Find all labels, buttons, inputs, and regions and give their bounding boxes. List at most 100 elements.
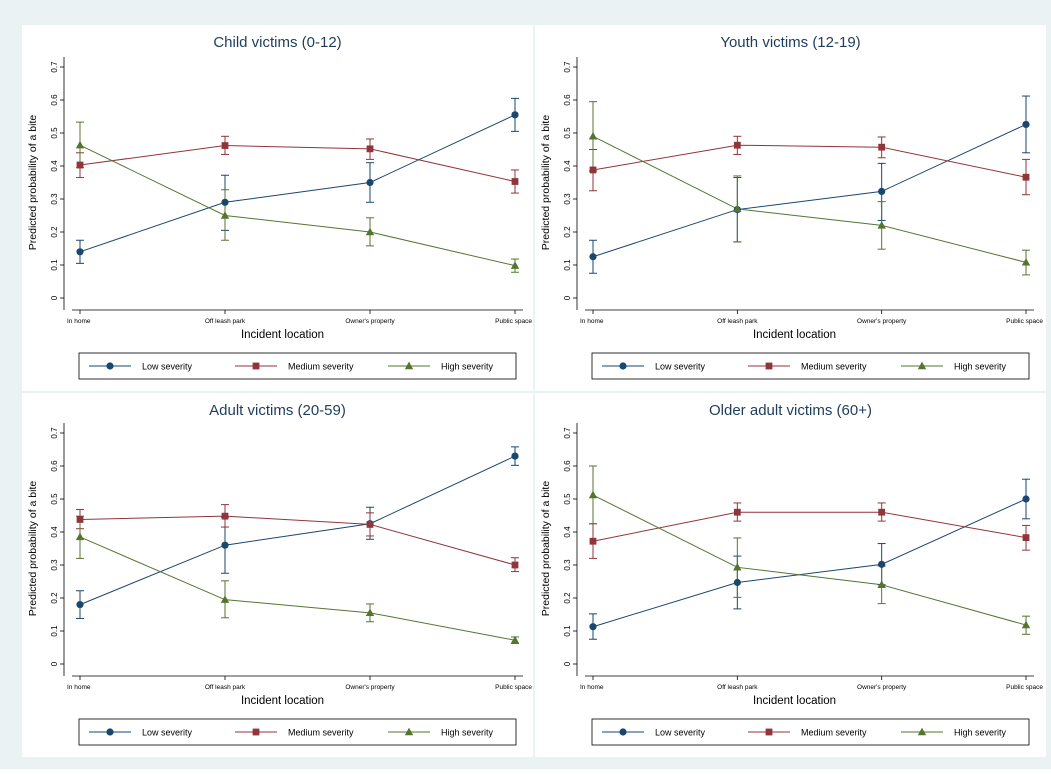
data-point-2: [877, 580, 886, 588]
data-point-0: [878, 560, 886, 568]
x-tick-label: In home: [580, 684, 604, 691]
data-point-0: [366, 178, 374, 187]
data-point-0: [1022, 495, 1030, 503]
y-axis-title: Predicted probability of a bite: [540, 481, 552, 617]
data-point-2: [1021, 620, 1031, 629]
data-point-0: [76, 248, 84, 256]
data-point-0: [1022, 120, 1030, 129]
data-point-0: [589, 623, 597, 631]
data-point-2: [588, 490, 598, 499]
chart-child: Child victims (0-12) 0 0.1 0.2 0.3 0.4 0.5 0.6 0…: [22, 25, 533, 391]
legend-label-0: Low severity: [142, 362, 193, 372]
data-point-2: [510, 635, 520, 644]
y-tick-label: 0: [50, 295, 59, 300]
x-tick-label: In home: [67, 684, 91, 691]
data-point-0: [589, 253, 597, 261]
legend-marker-1: [765, 728, 773, 736]
data-point-2: [75, 532, 85, 541]
x-axis-title: Incident location: [241, 695, 324, 707]
series-line-0: [592, 123, 1027, 258]
legend-box: [591, 718, 1030, 746]
legend-marker-2: [404, 361, 414, 370]
y-tick-label: 0.5: [50, 493, 59, 505]
legend-marker-2: [917, 727, 927, 736]
series-line-2: [592, 135, 1027, 263]
y-tick-label: 0.4: [50, 526, 59, 538]
data-point-1: [733, 141, 741, 149]
legend-marker-2: [917, 361, 927, 370]
data-point-1: [221, 142, 229, 149]
data-point-2: [877, 221, 886, 229]
legend-marker-1: [252, 728, 260, 736]
chart-title: Child victims (0-12): [213, 34, 341, 51]
data-point-2: [733, 562, 742, 571]
data-point-0: [511, 452, 519, 460]
legend-label-1: Medium severity: [801, 362, 867, 372]
data-point-2: [220, 211, 230, 219]
series-line-1: [592, 144, 1027, 178]
data-point-2: [733, 204, 742, 213]
series-line-0: [79, 455, 516, 606]
y-tick-label: 0.3: [50, 193, 59, 205]
y-tick-label: 0.4: [50, 160, 59, 172]
x-tick-label: Public space: [1006, 684, 1043, 691]
series-line-2: [592, 494, 1027, 626]
data-point-1: [589, 537, 597, 545]
data-point-1: [366, 145, 374, 153]
x-tick-label: Owner's property: [857, 684, 907, 691]
y-tick-label: 0.1: [50, 259, 59, 271]
data-point-0: [733, 578, 741, 587]
chart-older-adult: Older adult victims (60+) 0 0.1 0.2 0.3 0.4 0.…: [535, 393, 1046, 757]
data-point-1: [1022, 534, 1030, 542]
chart-youth: Youth victims (12-19) 0 0.1 0.2 0.3 0.4 0.5 0.6…: [535, 25, 1046, 391]
panel-background: [22, 393, 533, 757]
y-tick-label: 0.3: [563, 193, 572, 205]
legend-box: [78, 718, 517, 746]
series-line-2: [79, 536, 516, 641]
y-tick-label: 0.5: [563, 493, 572, 505]
legend-marker-1: [765, 362, 773, 370]
series-line-0: [592, 498, 1027, 628]
data-point-2: [75, 140, 85, 149]
y-tick-label: 0.2: [563, 592, 572, 604]
x-tick-label: Off leash park: [205, 318, 246, 325]
data-point-1: [76, 516, 84, 523]
x-tick-label: Off leash park: [717, 318, 758, 325]
legend: Low severity Medium severity High severity: [591, 352, 1030, 380]
y-axis-title: Predicted probability of a bite: [27, 481, 39, 617]
x-tick-label: In home: [67, 318, 91, 325]
data-point-1: [878, 508, 886, 516]
legend-marker-0: [106, 728, 114, 736]
legend-label-0: Low severity: [142, 728, 193, 738]
y-tick-label: 0.6: [563, 94, 572, 106]
y-tick-label: 0.6: [50, 94, 59, 106]
data-point-1: [221, 512, 229, 520]
data-point-0: [221, 541, 229, 549]
legend-label-0: Low severity: [655, 728, 706, 738]
y-tick-label: 0.7: [563, 427, 572, 439]
y-tick-label: 0: [563, 295, 572, 300]
legend-box: [78, 352, 517, 380]
data-point-2: [365, 608, 375, 617]
data-point-1: [733, 508, 741, 516]
y-tick-label: 0.7: [50, 61, 59, 73]
legend-marker-0: [619, 728, 627, 736]
legend-marker-1: [252, 362, 260, 370]
y-tick-label: 0.1: [563, 625, 572, 637]
panel-background: [535, 25, 1046, 391]
data-point-0: [878, 187, 886, 196]
x-tick-label: Owner's property: [345, 318, 395, 325]
y-tick-label: 0.4: [563, 526, 572, 538]
panel-background: [22, 25, 533, 391]
x-tick-label: In home: [580, 318, 604, 325]
chart-title: Youth victims (12-19): [720, 34, 860, 51]
data-point-0: [76, 601, 84, 609]
legend-label-1: Medium severity: [288, 728, 354, 738]
data-point-1: [878, 143, 886, 151]
data-point-1: [511, 561, 519, 569]
panel-background: [535, 393, 1046, 757]
data-point-2: [1021, 257, 1031, 266]
x-tick-label: Public space: [1006, 318, 1043, 325]
